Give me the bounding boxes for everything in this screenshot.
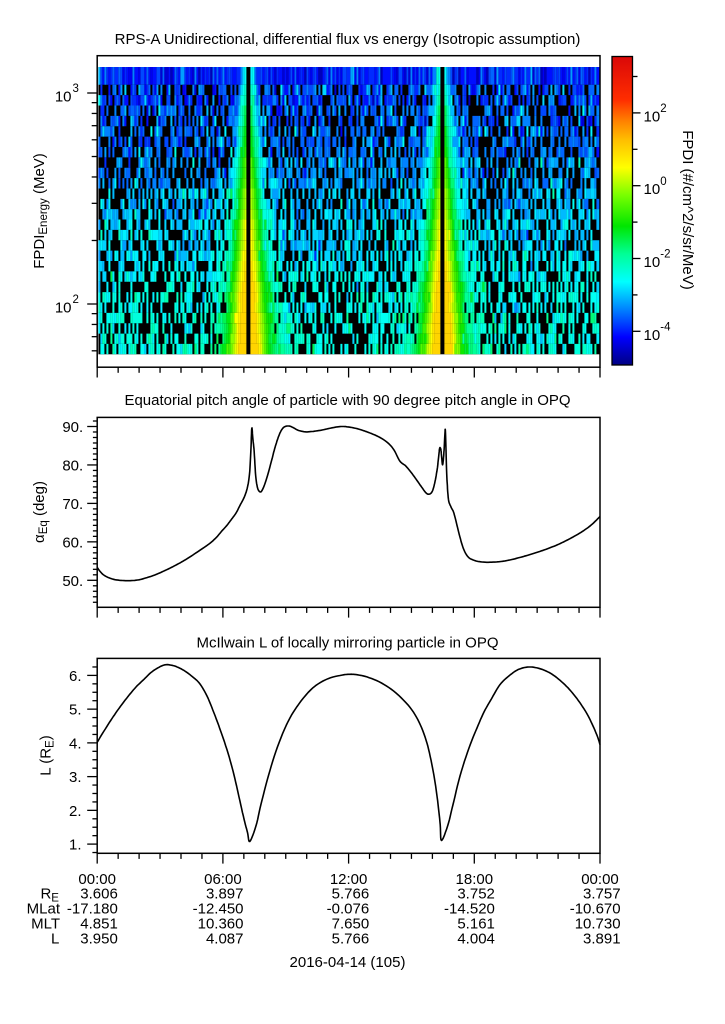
- svg-text:10.730: 10.730: [575, 916, 621, 933]
- svg-text:00:00: 00:00: [581, 871, 619, 888]
- svg-text:2: 2: [660, 103, 666, 115]
- svg-text:00:00: 00:00: [78, 871, 116, 888]
- svg-text:-17.180: -17.180: [67, 901, 118, 918]
- svg-text:60.: 60.: [62, 534, 83, 551]
- svg-text:10: 10: [644, 254, 661, 271]
- svg-text:06:00: 06:00: [204, 871, 242, 888]
- svg-text:3.757: 3.757: [583, 886, 621, 903]
- svg-text:4.: 4.: [69, 735, 82, 752]
- svg-text:90.: 90.: [62, 419, 83, 436]
- svg-text:80.: 80.: [62, 457, 83, 474]
- svg-text:5.766: 5.766: [332, 930, 370, 947]
- svg-text:1.: 1.: [69, 837, 82, 854]
- svg-text:McIlwain L of locally mirrorin: McIlwain L of locally mirroring particle…: [196, 635, 498, 652]
- svg-text:0: 0: [660, 176, 666, 188]
- svg-text:-4: -4: [660, 321, 671, 333]
- svg-text:10: 10: [644, 181, 661, 198]
- svg-text:4.087: 4.087: [206, 930, 244, 947]
- svg-text:L: L: [51, 930, 59, 947]
- svg-text:70.: 70.: [62, 496, 83, 513]
- svg-text:5.161: 5.161: [457, 916, 495, 933]
- svg-text:5.: 5.: [69, 702, 82, 719]
- svg-text:RPS-A Unidirectional, differen: RPS-A Unidirectional, differential flux …: [115, 31, 581, 48]
- svg-text:10: 10: [55, 300, 72, 317]
- svg-text:10: 10: [644, 327, 661, 344]
- svg-text:3.891: 3.891: [583, 930, 621, 947]
- svg-text:Equatorial pitch angle of part: Equatorial pitch angle of particle with …: [124, 392, 570, 409]
- svg-text:2: 2: [73, 294, 79, 306]
- svg-text:FPDI (#/cm^2/s/sr/MeV): FPDI (#/cm^2/s/sr/MeV): [679, 130, 696, 290]
- svg-text:-10.670: -10.670: [570, 901, 621, 918]
- svg-text:3.: 3.: [69, 769, 82, 786]
- svg-text:6.: 6.: [69, 668, 82, 685]
- svg-text:-14.520: -14.520: [444, 901, 495, 918]
- svg-text:E: E: [51, 893, 59, 905]
- svg-text:18:00: 18:00: [456, 871, 494, 888]
- svg-text:MLT: MLT: [31, 916, 60, 933]
- svg-text:MLat: MLat: [27, 901, 61, 918]
- svg-text:10: 10: [644, 109, 661, 126]
- svg-text:10: 10: [55, 89, 72, 106]
- svg-text:R: R: [40, 886, 51, 903]
- svg-text:4.851: 4.851: [80, 916, 118, 933]
- svg-text:-12.450: -12.450: [193, 901, 244, 918]
- svg-text:3.752: 3.752: [457, 886, 495, 903]
- svg-text:50.: 50.: [62, 573, 83, 590]
- svg-text:FPDIEnergy (MeV): FPDIEnergy (MeV): [31, 153, 50, 269]
- svg-text:3: 3: [73, 83, 79, 95]
- svg-text:10.360: 10.360: [198, 916, 244, 933]
- svg-text:3.897: 3.897: [206, 886, 244, 903]
- svg-text:5.766: 5.766: [332, 886, 370, 903]
- svg-text:7.650: 7.650: [332, 916, 370, 933]
- svg-text:3.606: 3.606: [80, 886, 118, 903]
- svg-text:3.950: 3.950: [80, 930, 118, 947]
- svg-text:-0.076: -0.076: [327, 901, 370, 918]
- svg-text:4.004: 4.004: [457, 930, 495, 947]
- svg-text:-2: -2: [660, 249, 670, 261]
- svg-text:2016-04-14 (105): 2016-04-14 (105): [290, 954, 406, 971]
- svg-text:2.: 2.: [69, 803, 82, 820]
- svg-text:12:00: 12:00: [330, 871, 368, 888]
